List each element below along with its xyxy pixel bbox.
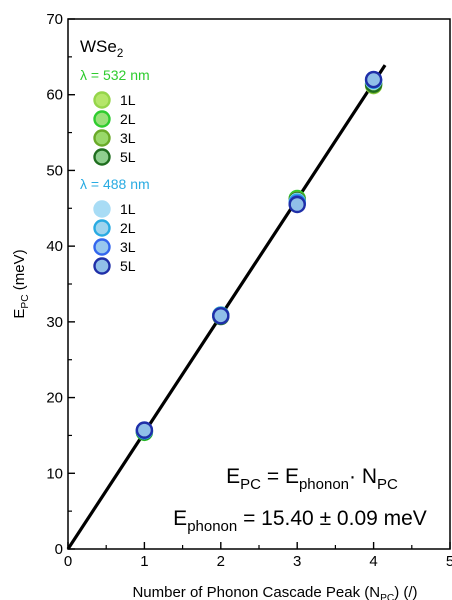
data-point-488nm-5L: [288, 195, 306, 214]
legend-heading: λ = 488 nm: [80, 176, 150, 192]
legend-label: 3L: [120, 130, 136, 146]
legend-label: 1L: [120, 92, 136, 108]
legend-label: 5L: [120, 149, 136, 165]
legend-marker: [93, 148, 111, 166]
y-tick-label: 0: [55, 541, 63, 558]
axis-titles: Number of Phonon Cascade Peak (NPC) (/) E…: [11, 249, 418, 600]
material-label: WSe2: [80, 37, 123, 60]
legend: WSe2 λ = 532 nm 1L 2L 3L 5L λ = 488 nm 1L 2L 3L 5L: [80, 37, 150, 275]
legend-marker: [93, 219, 111, 237]
equation-box: EPC = Ephonon· NPC Ephonon = 15.40 ± 0.09…: [173, 465, 427, 535]
legend-label: 2L: [120, 111, 136, 127]
y-tick-label: 40: [46, 238, 63, 255]
x-tick-label: 5: [446, 553, 452, 570]
x-tick-label: 2: [217, 553, 225, 570]
fit-line: [66, 64, 387, 550]
legend-label: 2L: [120, 220, 136, 236]
legend-marker: [93, 129, 111, 147]
legend-label: 5L: [120, 258, 136, 274]
x-tick-label: 3: [293, 553, 301, 570]
legend-marker: [93, 238, 111, 256]
fit-equation-value: Ephonon = 15.40 ± 0.09 meV: [173, 507, 427, 535]
legend-marker: [93, 200, 111, 218]
fit-line-group: [66, 64, 387, 550]
y-axis-title: EPC (meV): [11, 249, 31, 318]
x-tick-label: 4: [369, 553, 377, 570]
legend-heading: λ = 532 nm: [80, 67, 150, 83]
x-axis-title: Number of Phonon Cascade Peak (NPC) (/): [132, 584, 417, 600]
data-point-488nm-5L: [212, 307, 230, 325]
legend-marker: [93, 110, 111, 128]
legend-marker: [93, 257, 111, 275]
y-tick-label: 10: [46, 465, 63, 482]
x-tick-label: 0: [64, 553, 72, 570]
y-tick-label: 20: [46, 390, 63, 407]
y-tick-label: 70: [46, 11, 63, 28]
data-point-488nm-5L: [135, 421, 154, 439]
x-tick-label: 1: [140, 553, 148, 570]
data-points: [135, 70, 383, 442]
fit-equation-formula: EPC = Ephonon· NPC: [226, 465, 398, 493]
legend-label: 1L: [120, 201, 136, 217]
y-tick-label: 50: [46, 162, 63, 179]
y-tick-label: 60: [46, 87, 63, 104]
y-tick-label: 30: [46, 314, 63, 331]
data-point-488nm-5L: [364, 70, 383, 89]
legend-label: 3L: [120, 239, 136, 255]
legend-marker: [93, 91, 111, 109]
